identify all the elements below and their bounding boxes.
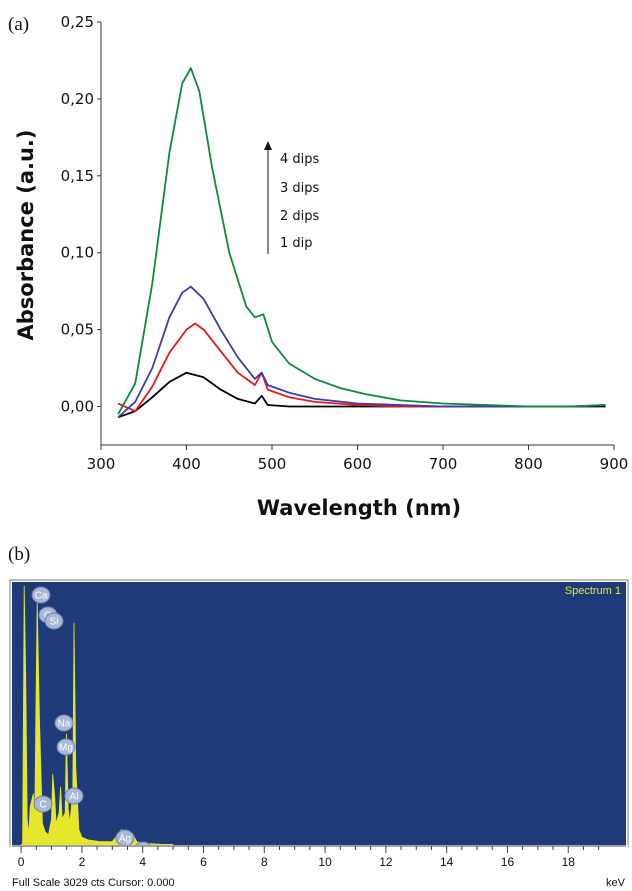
- x-tick-label: 18: [562, 855, 576, 869]
- y-tick-label: 0,25: [61, 13, 94, 31]
- x-tick-label: 700: [429, 455, 458, 473]
- x-tick-label: 2: [79, 855, 86, 869]
- series-line-1: [117, 371, 606, 419]
- peak-label-c: C: [39, 800, 46, 811]
- x-tick-label: 600: [343, 455, 372, 473]
- spectrum-plot-area: [12, 582, 626, 845]
- series-line-2: [117, 322, 606, 413]
- series-line-3: [117, 285, 606, 418]
- x-tick-label: 400: [172, 455, 201, 473]
- series-line-4: [117, 67, 606, 415]
- x-tick-label: 900: [600, 455, 629, 473]
- spectrum-axis-band: [10, 845, 628, 891]
- absorbance-chart: 0,00 0,05 0,10 0,15 0,20 0,25 300 400 500 600 700…: [14, 13, 628, 520]
- peak-label-na: Na: [58, 719, 71, 730]
- x-tick-label: 300: [87, 455, 116, 473]
- peak-label-badge: [56, 738, 76, 756]
- eds-spectrum-chart: CaOSiNaMgCAlAgCa Spectrum 1 024681012141…: [9, 579, 629, 891]
- peak-label-ca: Ca: [35, 591, 48, 602]
- x-axis-title: Wavelength (nm): [257, 496, 461, 520]
- y-axis-title: Absorbance (a.u.): [14, 130, 38, 341]
- y-tick-label: 0,15: [61, 167, 94, 185]
- peak-label-badge: [33, 795, 53, 813]
- x-tick-label: 14: [440, 855, 454, 869]
- status-readout: Full Scale 3029 cts Cursor: 0.000: [12, 877, 175, 889]
- peak-label-badge: [54, 714, 74, 732]
- x-tick-label: 8: [261, 855, 268, 869]
- x-tick-label: 800: [514, 455, 543, 473]
- peak-label-badge: [44, 612, 64, 630]
- peak-label-badge: [64, 787, 84, 805]
- increase-arrow-head: [264, 141, 272, 150]
- y-tick-label: 0,10: [61, 244, 94, 262]
- x-tick-label: 6: [200, 855, 207, 869]
- peak-label-si: Si: [50, 617, 59, 628]
- x-tick-label: 0: [18, 855, 25, 869]
- peak-label-badge: [31, 586, 51, 604]
- x-tick-label: 500: [258, 455, 287, 473]
- x-tick-label: 4: [139, 855, 146, 869]
- peak-label-ag: Ag: [119, 834, 131, 845]
- peak-label-al: Al: [70, 792, 79, 803]
- panel-b-label: (b): [8, 544, 30, 565]
- x-tick-label: 16: [501, 855, 515, 869]
- x-tick-label: 12: [379, 855, 393, 869]
- y-tick-label: 0,05: [61, 321, 94, 339]
- x-tick-label: 10: [318, 855, 332, 869]
- annotation-label: 4 dips: [280, 152, 320, 167]
- annotation-label: 1 dip: [280, 236, 313, 251]
- peak-label-mg: Mg: [59, 743, 73, 754]
- spectrum-title: Spectrum 1: [565, 585, 621, 597]
- panel-a-label: (a): [8, 14, 29, 35]
- annotation-label: 2 dips: [280, 209, 320, 224]
- annotation-label: 3 dips: [280, 181, 320, 196]
- y-tick-label: 0,20: [61, 90, 94, 108]
- y-tick-label: 0,00: [61, 398, 94, 416]
- x-unit-label: keV: [606, 877, 626, 889]
